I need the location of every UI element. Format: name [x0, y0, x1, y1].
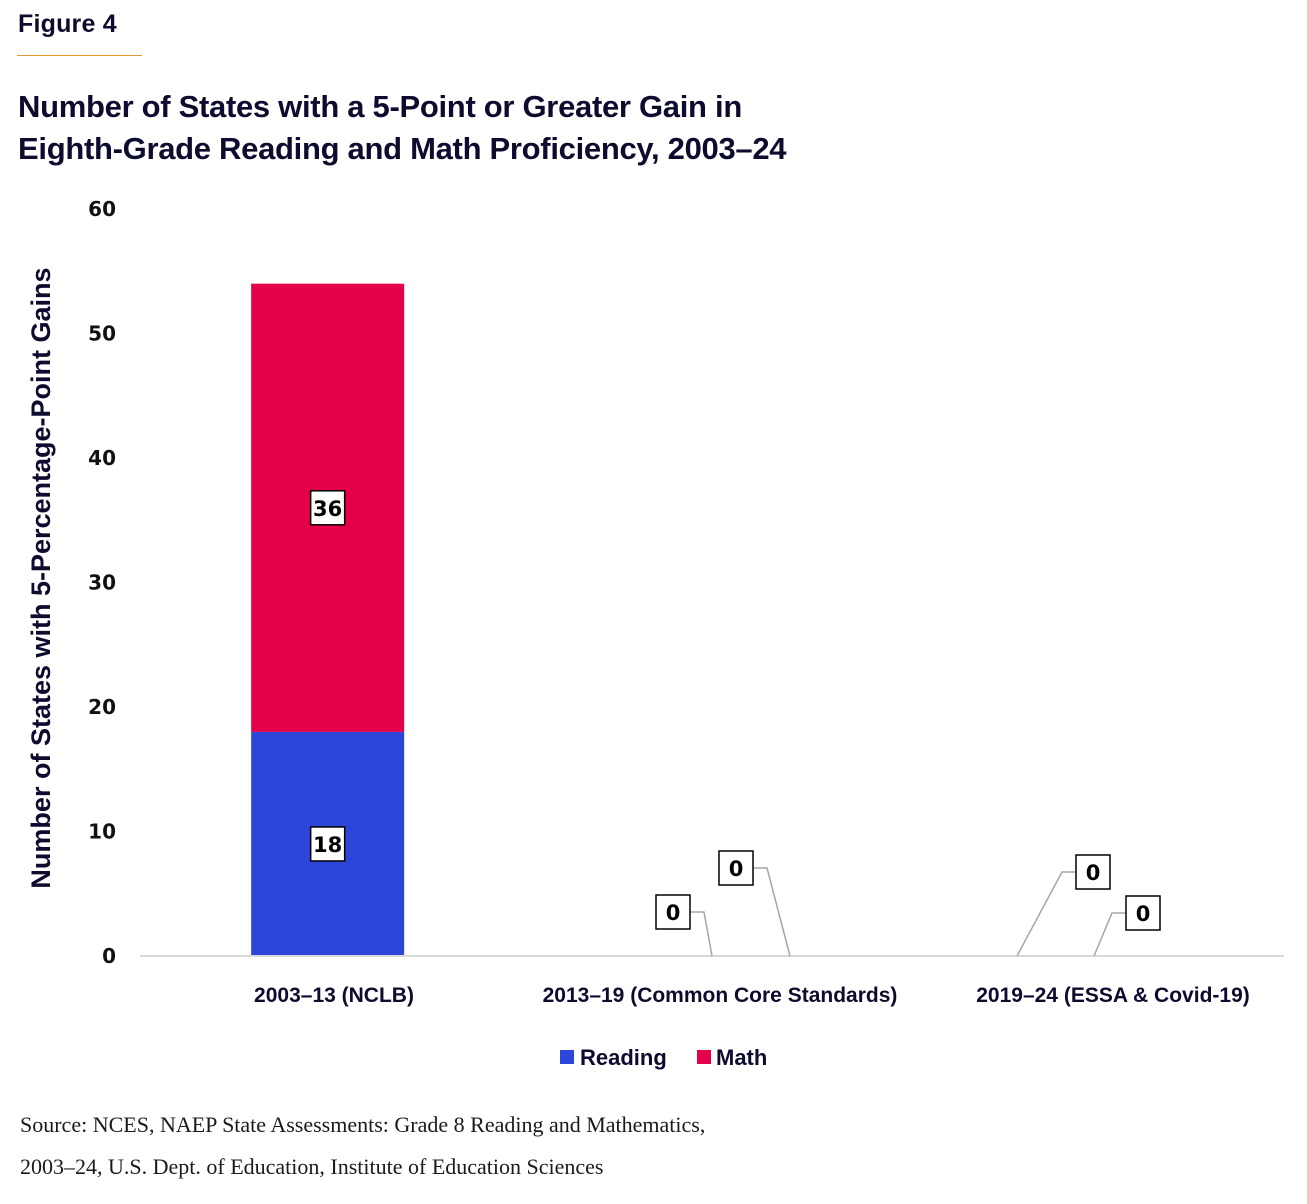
legend-label-reading: Reading — [580, 1045, 667, 1070]
y-tick-label: 10 — [88, 820, 116, 844]
chart-title: Number of States with a 5-Point or Great… — [18, 86, 1018, 170]
data-label-math: 0 — [1086, 861, 1101, 885]
y-axis-ticks: 0 10 20 30 40 50 60 — [88, 197, 116, 968]
y-tick-label: 0 — [102, 944, 116, 968]
data-label-reading: 18 — [313, 833, 342, 857]
data-label-leaders — [690, 867, 1126, 957]
x-category-label: 2013–19 (Common Core Standards) — [543, 984, 898, 1007]
source-line-2: 2003–24, U.S. Dept. of Education, Instit… — [20, 1154, 604, 1179]
y-tick-label: 30 — [88, 571, 116, 595]
data-label-box-reading — [309, 826, 346, 862]
source-line-1: Source: NCES, NAEP State Assessments: Gr… — [20, 1112, 706, 1137]
y-axis-title: Number of States with 5-Percentage-Point… — [26, 267, 56, 888]
leader-line-math — [753, 867, 791, 957]
data-labels: 18 36 0 0 0 0 — [309, 490, 1161, 931]
legend-swatch-math — [697, 1050, 711, 1064]
data-label-box-reading — [1125, 895, 1161, 931]
data-label-math: 0 — [729, 857, 744, 881]
figure-label-rule — [17, 55, 142, 56]
y-tick-label: 20 — [88, 695, 116, 719]
leader-line-math — [1016, 871, 1076, 957]
legend: Reading Math — [560, 1045, 767, 1070]
x-axis-categories: 2003–13 (NCLB) 2013–19 (Common Core Stand… — [254, 984, 1250, 1007]
legend-swatch-reading — [560, 1050, 574, 1064]
data-label-reading: 0 — [1136, 902, 1151, 926]
y-tick-label: 50 — [88, 322, 116, 346]
legend-label-math: Math — [716, 1045, 767, 1070]
y-tick-label: 60 — [88, 197, 116, 221]
leader-line-reading — [1093, 912, 1126, 957]
chart-title-line-2: Eighth-Grade Reading and Math Proficienc… — [18, 131, 787, 166]
x-category-label: 2003–13 (NCLB) — [254, 984, 414, 1007]
data-label-math: 36 — [313, 497, 342, 521]
data-label-box-math — [1075, 854, 1111, 890]
source-note: Source: NCES, NAEP State Assessments: Gr… — [20, 1104, 705, 1188]
y-tick-label: 40 — [88, 446, 116, 470]
figure-label: Figure 4 — [18, 10, 117, 38]
data-label-box-reading — [655, 894, 691, 930]
chart-title-line-1: Number of States with a 5-Point or Great… — [18, 89, 742, 124]
x-category-label: 2019–24 (ESSA & Covid-19) — [976, 984, 1250, 1007]
data-label-reading: 0 — [666, 901, 681, 925]
leader-line-reading — [690, 911, 713, 957]
data-label-box-math — [718, 850, 754, 886]
data-label-box-math — [309, 490, 346, 526]
